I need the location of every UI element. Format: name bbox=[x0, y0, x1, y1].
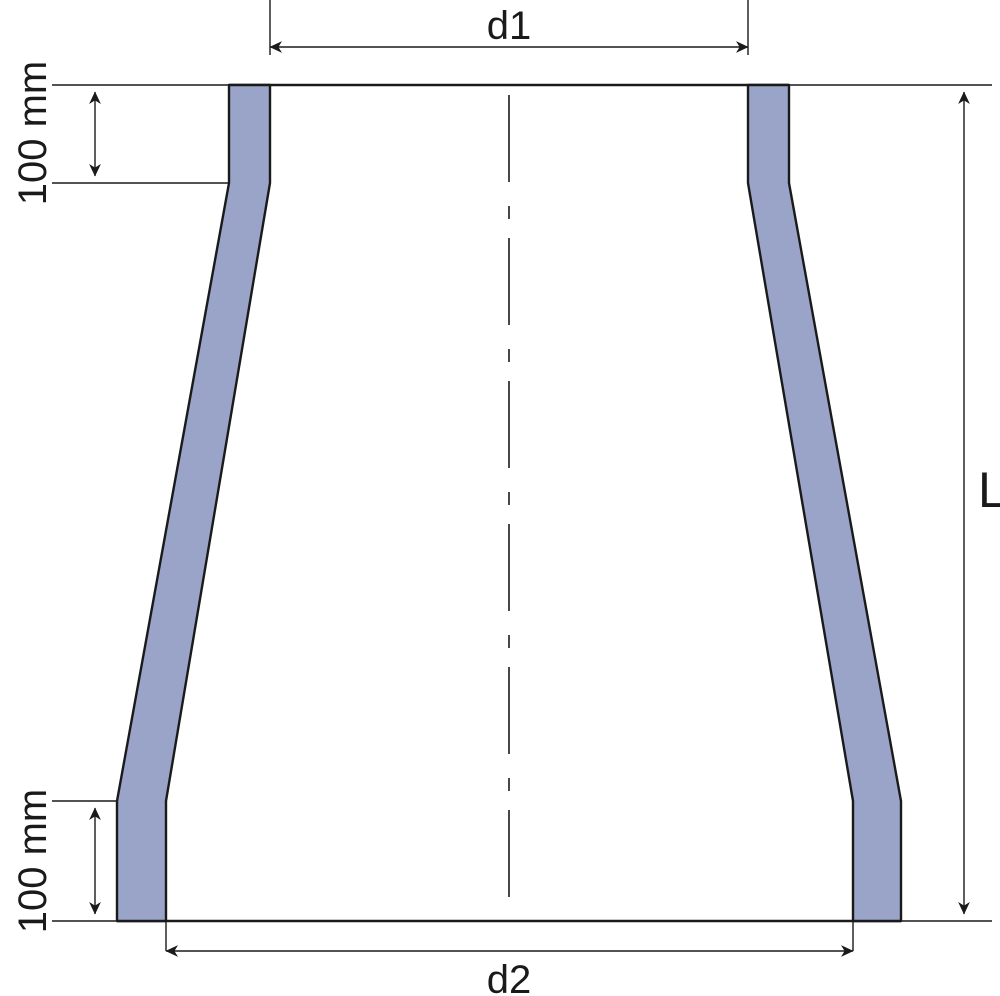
svg-text:d1: d1 bbox=[487, 4, 532, 48]
svg-text:L: L bbox=[978, 462, 1000, 518]
svg-text:d2: d2 bbox=[487, 958, 532, 996]
svg-text:100 mm: 100 mm bbox=[11, 61, 55, 206]
svg-text:100 mm: 100 mm bbox=[11, 789, 55, 934]
